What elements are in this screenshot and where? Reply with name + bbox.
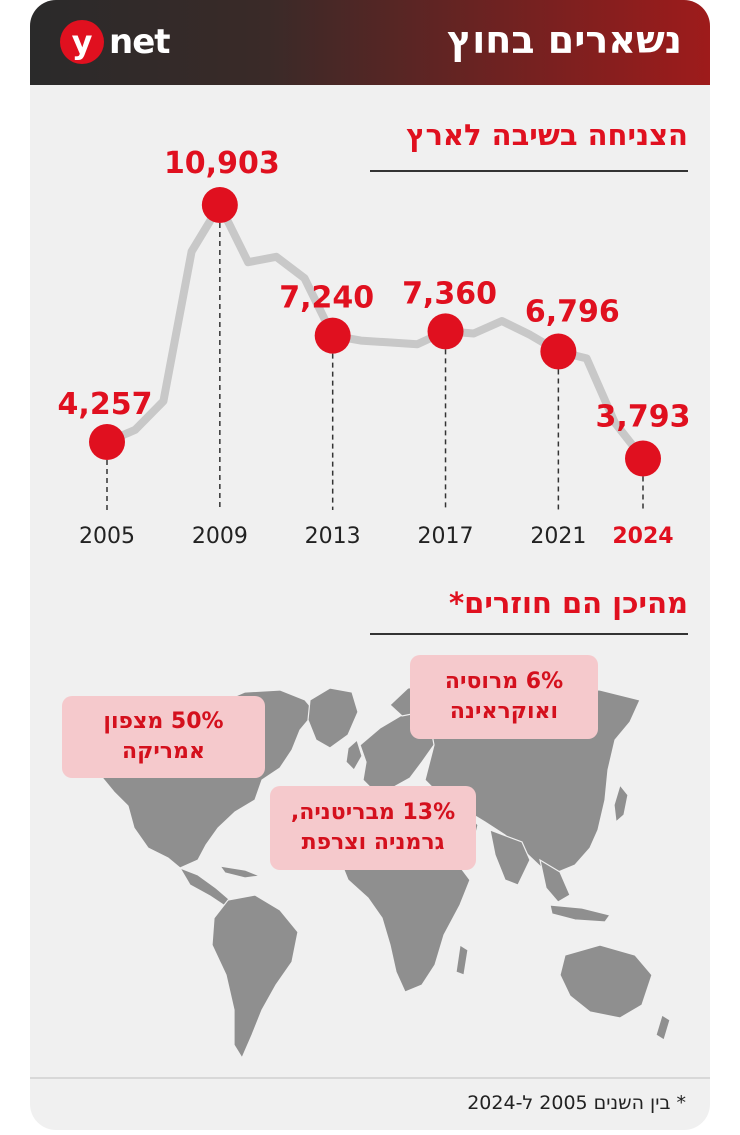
x-tick-2017: 2017: [418, 524, 474, 549]
logo-word: net: [109, 22, 171, 62]
marker-2017: [427, 313, 464, 350]
map-new-zealand: [655, 1014, 671, 1041]
callout-north-america-line2: אמריקה: [122, 739, 205, 764]
header-bar: y net נשארים בחוץ: [30, 0, 710, 85]
marker-2013: [314, 317, 351, 354]
line-chart: 4,257 2005 10,903 2009 7,240 2013 7,360 2017 6,7…: [58, 146, 691, 549]
logo-y-badge: y: [60, 20, 104, 64]
map-se-asia: [539, 858, 571, 903]
value-label-2009: 10,903: [164, 146, 280, 181]
map-greenland: [307, 687, 359, 749]
marker-2024: [625, 440, 661, 477]
infographic-card: y net נשארים בחוץ הצניחה בשיבה לארץ 4,25…: [30, 0, 710, 1130]
chart-title-rule: [370, 170, 688, 172]
map-australia: [559, 944, 653, 1019]
map-central-america: [178, 866, 231, 907]
callout-russia-line1: 6% מרוסיה: [444, 669, 564, 694]
footer-divider: [30, 1077, 710, 1079]
marker-2009: [201, 187, 238, 223]
chart-title: הצניחה בשיבה לארץ: [406, 118, 688, 152]
value-label-2021: 6,796: [525, 294, 620, 329]
value-label-2017: 7,360: [402, 276, 497, 311]
callout-russia-line2: ואוקראינה: [449, 699, 559, 724]
ynet-logo: y net: [60, 17, 171, 67]
map-indonesia: [549, 904, 612, 923]
value-label-2005: 4,257: [58, 387, 153, 422]
map-title-rule: [370, 633, 688, 635]
map-title: מהיכן הם חוזרים*: [449, 586, 688, 620]
x-tick-2009: 2009: [192, 524, 248, 549]
callout-north-america-line1: 50% מצפון: [103, 709, 224, 734]
value-label-2024: 3,793: [596, 400, 691, 435]
footnote: * בין השנים 2005 ל-2024: [467, 1092, 686, 1114]
callout-europe-line2: גרמניה וצרפת: [301, 830, 445, 855]
marker-2005: [89, 424, 125, 460]
map-india: [489, 829, 531, 886]
marker-2021: [540, 333, 577, 370]
x-tick-2013: 2013: [305, 524, 361, 549]
callout-europe-line1: 13% מבריטניה,: [290, 800, 456, 825]
x-tick-2005: 2005: [79, 524, 135, 549]
map-south-america: [211, 894, 299, 1060]
callout-russia-ukraine: 6% מרוסיה ואוקראינה: [410, 655, 598, 739]
x-tick-2021: 2021: [530, 524, 586, 549]
page-title: נשארים בחוץ: [447, 18, 682, 62]
value-label-2013: 7,240: [279, 281, 374, 316]
map-madagascar: [455, 944, 469, 976]
map-caribbean: [218, 865, 263, 879]
world-map: [99, 684, 671, 1060]
map-uk: [345, 738, 363, 771]
callout-north-america: 50% מצפון אמריקה: [62, 696, 265, 778]
x-tick-2024: 2024: [612, 524, 673, 549]
map-japan: [613, 783, 629, 824]
callout-western-europe: 13% מבריטניה, גרמניה וצרפת: [270, 786, 476, 870]
